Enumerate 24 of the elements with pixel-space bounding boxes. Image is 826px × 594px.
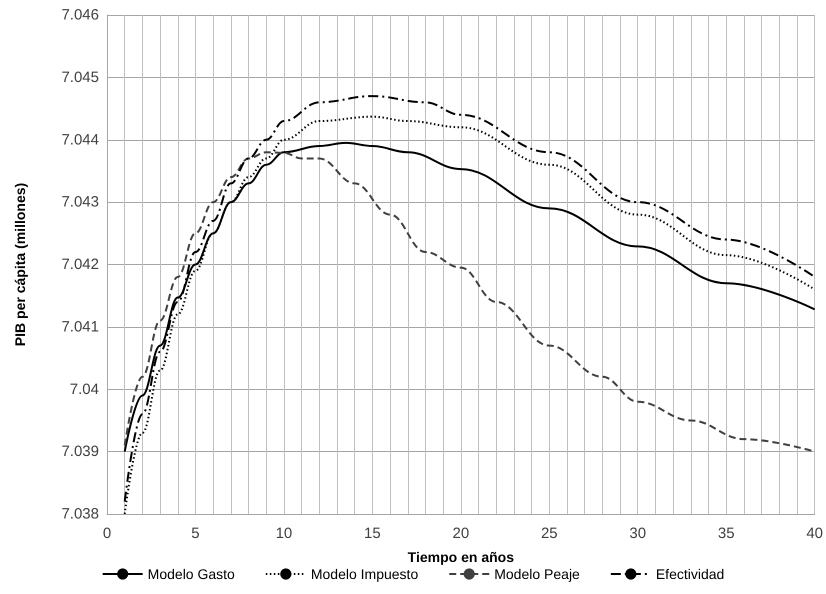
y-tick-label: 7.045 [61, 68, 99, 86]
x-tick-label: 35 [718, 525, 735, 542]
x-tick-label: 5 [191, 525, 200, 542]
y-tick-label: 7.038 [61, 506, 99, 522]
y-tick-label: 7.041 [61, 318, 99, 336]
legend-label: Modelo Gasto [148, 566, 236, 582]
x-axis-title: Tiempo en años [408, 549, 514, 565]
legend-label: Modelo Impuesto [310, 566, 418, 582]
x-tick-label: 25 [540, 525, 558, 542]
y-tick-label: 7.044 [61, 131, 99, 148]
legend-label: Modelo Peaje [494, 566, 580, 582]
x-tick-label: 10 [276, 525, 292, 542]
x-tick-label: 40 [806, 525, 823, 542]
y-tick-label: 7.042 [61, 256, 99, 273]
x-tick-label: 30 [629, 525, 646, 542]
y-axis-title: PIB per cápita (millones) [12, 182, 28, 346]
y-tick-label: 7.043 [61, 194, 99, 211]
x-tick-label: 20 [452, 525, 470, 542]
x-tick-label: 15 [364, 525, 381, 542]
y-tick-label: 7.046 [61, 6, 99, 24]
y-tick-label: 7.039 [61, 443, 99, 460]
legend-label: Efectividad [656, 566, 724, 582]
y-tick-label: 7.04 [70, 380, 99, 398]
x-tick-label: 0 [102, 525, 112, 542]
